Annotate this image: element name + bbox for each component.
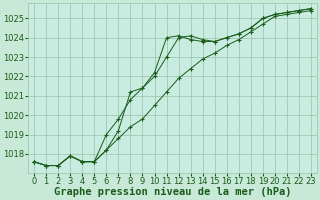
X-axis label: Graphe pression niveau de la mer (hPa): Graphe pression niveau de la mer (hPa): [54, 187, 291, 197]
